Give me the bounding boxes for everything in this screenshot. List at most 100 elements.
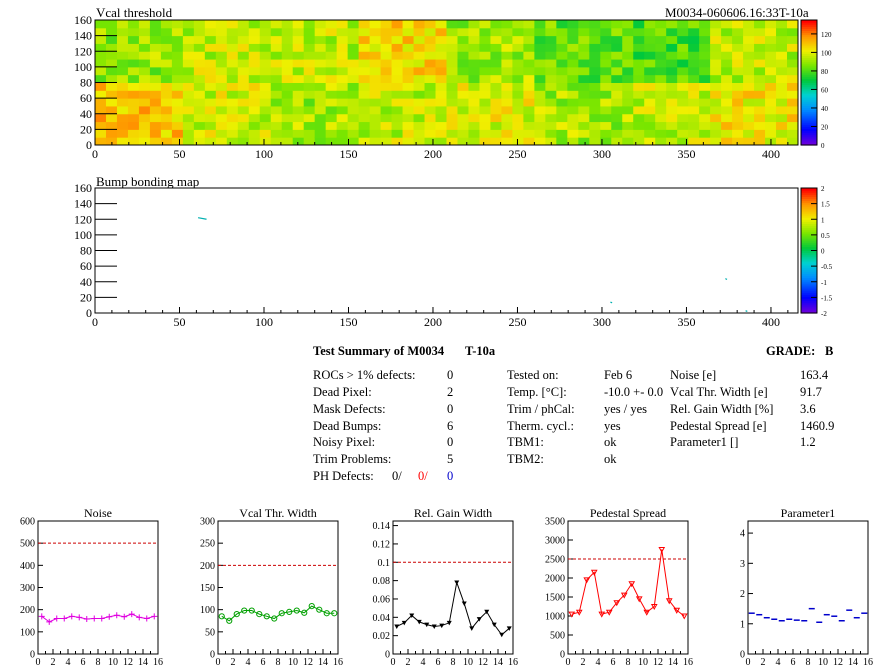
noise-data-point [46,618,53,625]
vcal-heat-cell [545,43,557,52]
vcal-heat-cell [138,129,151,138]
vcal-heat-cell [721,66,733,76]
rel-gain-width-data-point [446,620,452,626]
bump-defect-mark [197,217,207,220]
vcal-heat-cell [446,98,458,107]
bump-x-tick-label: 100 [255,315,273,329]
vcal-heat-cell [424,59,437,68]
noise-x-tick-label: 0 [36,657,41,668]
vcal-heat-cell [149,98,162,107]
vcal-heat-cell [358,98,371,107]
vcal-heat-cell [391,27,404,37]
vcal-heat-cell [435,113,447,123]
vcal-heat-cell [567,27,579,37]
vcal-heat-cell [369,66,382,76]
vcal-heat-cell [567,121,579,130]
rel-gain-width-y-tick-label: 0.02 [373,631,391,642]
vcal-heat-cell [710,35,722,44]
vcal-palette-cell [801,122,817,125]
vcal-heat-cell [391,113,404,123]
vcal-heat-cell [468,98,480,107]
vcal-heat-cell [95,113,107,123]
vcal-palette-tick-label: 0 [821,142,825,150]
vcal-heat-cell [468,105,480,115]
vcal-heat-cell [413,137,426,146]
pedestal-spread-x-tick-label: 8 [626,657,631,668]
vcal-heat-cell [600,129,612,138]
pedestal-spread-data-point [568,611,576,618]
rel-gain-width-y-tick-label: 0.08 [373,576,391,587]
bump-palette-tick-label: -1.5 [821,294,833,302]
vcal-thr-width-x-tick-label: 8 [276,657,281,668]
vcal-heat-cell [259,113,272,123]
rel-gain-width-data-point [476,617,482,622]
vcal-heat-cell [743,35,755,44]
vcal-palette-cell [801,115,817,119]
vcal-heat-cell [776,51,788,60]
vcal-heat-cell [479,20,491,29]
vcal-heat-cell [490,74,502,83]
pedestal-spread-data-point [665,598,673,605]
vcal-heat-cell [380,20,393,29]
vcal-heat-cell [237,113,250,123]
vcal-heat-cell [105,74,118,83]
vcal-heat-cell [105,59,118,68]
vcal-heat-cell [754,59,766,68]
vcal-heat-cell [490,43,502,52]
vcal-heat-cell [490,105,502,115]
vcal-heat-cell [600,66,612,76]
vcal-heat-cell [512,90,524,99]
bump-palette-cell [801,198,817,202]
vcal-heat-cell [358,20,371,29]
vcal-heat-cell [633,113,645,123]
vcal-heat-cell [501,20,513,29]
vcal-heat-cell [556,113,568,123]
vcal-heat-cell [314,27,327,37]
vcal-palette-cell [801,30,817,34]
vcal-heat-cell [633,121,645,130]
vcal-heat-cell [545,20,557,29]
vcal-heat-cell [534,137,546,146]
vcal-heat-cell [776,20,788,29]
vcal-heat-cell [182,59,195,68]
vcal-heat-cell [303,129,316,138]
vcal-heat-cell [644,105,656,115]
vcal-heat-cell [600,35,612,44]
bump-y-tick-label: 40 [80,275,92,289]
vcal-heat-cell [402,51,415,60]
vcal-heat-cell [732,121,744,130]
noise-title: Noise [84,506,112,520]
vcal-heat-cell [226,43,239,52]
vcal-heat-cell [677,137,689,146]
vcal-heat-cell [534,90,546,99]
noise-data-point [113,612,120,619]
vcal-heat-cell [666,105,678,115]
vcal-heat-cell [644,90,656,99]
vcal-heat-cell [215,90,228,99]
vcal-palette-cell [801,90,817,94]
vcal-heat-cell [754,90,766,99]
vcal-heat-cell [204,27,217,37]
vcal-heat-cell [490,27,502,37]
module-timestamp-label: M0034-060606.16:33T-10a [665,5,809,20]
pedestal-spread-series-line [571,549,685,617]
vcal-heat-cell [127,35,140,44]
vcal-heat-cell [281,98,294,107]
vcal-heat-cell [512,43,524,52]
vcal-heat-cell [622,35,634,44]
vcal-heat-cell [787,51,799,60]
vcal-heat-cell [545,121,557,130]
vcal-heat-cell [193,59,206,68]
bump-palette-cell [801,221,817,225]
vcal-heat-cell [589,20,601,29]
vcal-heat-cell [644,66,656,76]
vcal-heat-cell [138,98,151,107]
vcal-heat-cell [369,43,382,52]
vcal-heat-cell [545,66,557,76]
vcal-heat-cell [413,113,426,123]
rel-gain-width-x-tick-label: 12 [478,657,488,668]
vcal-heat-cell [314,105,327,115]
vcal-heat-cell [710,90,722,99]
vcal-palette-frame [800,19,818,146]
bump-palette-cell [801,233,817,237]
